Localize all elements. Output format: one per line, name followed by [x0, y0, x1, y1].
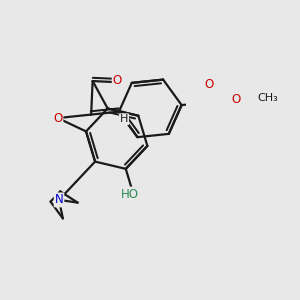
Text: O: O	[205, 77, 214, 91]
Text: O: O	[113, 74, 122, 87]
Text: N: N	[55, 194, 63, 206]
Text: O: O	[53, 112, 62, 124]
Text: HO: HO	[121, 188, 139, 200]
Text: H: H	[120, 114, 128, 124]
Text: CH₃: CH₃	[257, 93, 278, 103]
Text: O: O	[231, 93, 240, 106]
